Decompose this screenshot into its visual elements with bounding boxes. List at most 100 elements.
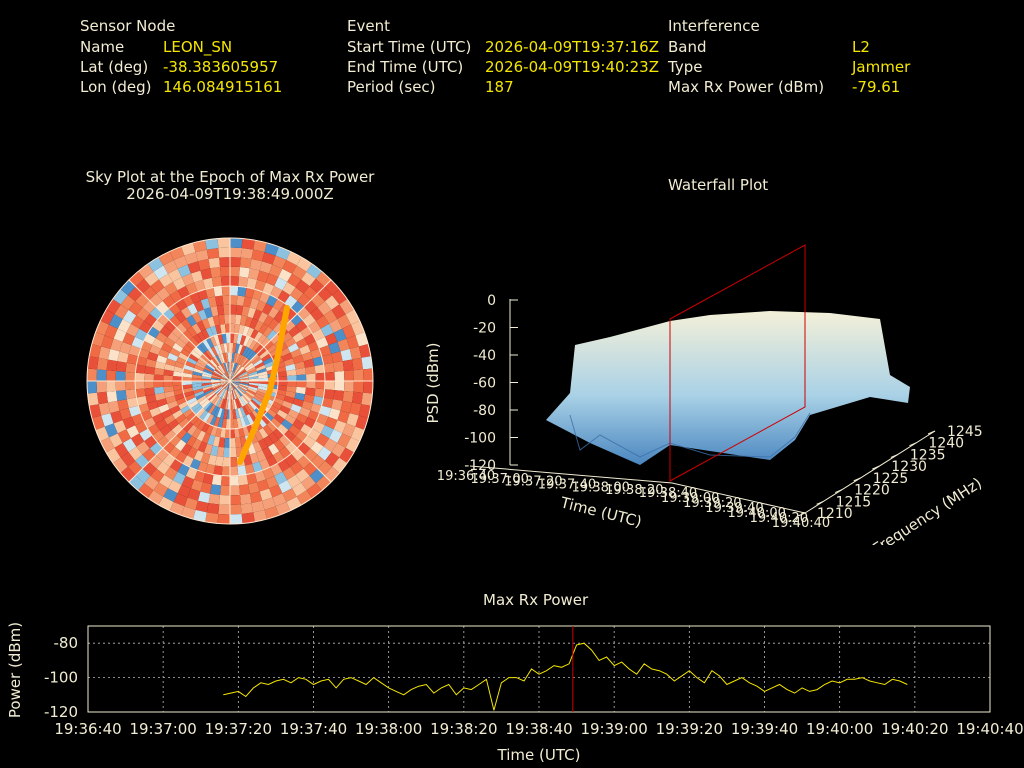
sky-cell: [352, 357, 363, 371]
sky-cell: [106, 359, 118, 371]
sky-cell: [194, 279, 206, 292]
sky-cell: [244, 362, 254, 371]
sky-cell: [109, 314, 123, 329]
sky-cell: [139, 320, 152, 334]
max-rx-series: [223, 642, 908, 711]
sky-cell: [258, 377, 269, 381]
sky-cell: [230, 457, 238, 467]
sky-cell: [353, 381, 364, 393]
sky-cell: [358, 404, 371, 418]
sky-cell: [226, 409, 230, 420]
max-rx-line: [223, 642, 908, 711]
sky-cell: [234, 398, 240, 409]
sky-cell: [239, 416, 247, 427]
name-value: LEON_SN: [163, 38, 233, 56]
sky-cell: [263, 315, 274, 327]
sky-cell: [219, 388, 226, 398]
sky-cell: [104, 423, 118, 438]
sky-cell: [173, 389, 184, 396]
sky-cell: [316, 336, 329, 349]
sky-cell: [239, 381, 249, 385]
sky-cell: [225, 323, 230, 334]
sky-plot-title: Sky Plot at the Epoch of Max Rx Power 20…: [60, 169, 400, 203]
sky-cell: [174, 393, 186, 401]
sky-cell: [209, 359, 218, 368]
sky-cell: [262, 303, 273, 315]
sky-cell: [248, 384, 259, 389]
sky-cell: [277, 381, 288, 386]
sky-cell: [110, 338, 123, 352]
sky-plot-title-line2: 2026-04-09T19:38:49.000Z: [126, 185, 334, 203]
sky-cell: [317, 301, 332, 316]
sky-cell: [301, 400, 313, 411]
sky-cell: [176, 397, 187, 406]
sky-cell: [243, 336, 251, 347]
sky-cell: [139, 428, 152, 442]
sky-cell: [294, 392, 306, 401]
sky-cell: [246, 327, 255, 338]
time-tick-label: 19:37:20: [504, 475, 562, 490]
sky-cell: [299, 407, 311, 418]
sky-cell: [220, 485, 230, 496]
sky-cell: [230, 504, 242, 515]
sky-cell: [262, 467, 275, 480]
sky-cell: [233, 352, 238, 363]
sky-cell: [234, 363, 240, 373]
sky-cell: [154, 367, 165, 376]
sky-cell: [325, 381, 335, 391]
sky-cell: [254, 361, 265, 369]
sky-cell: [236, 398, 243, 408]
sky-cell: [292, 419, 305, 431]
sky-cell: [240, 493, 252, 505]
sky-cell: [263, 357, 274, 365]
sky-cell: [233, 399, 238, 410]
sky-cell: [231, 390, 235, 400]
sky-cell: [213, 406, 221, 417]
max-rx-chart-title: Max Rx Power: [483, 591, 589, 609]
sky-cell: [205, 238, 219, 250]
sky-cell: [168, 480, 182, 494]
sky-cell: [254, 344, 264, 354]
sky-cell: [101, 413, 114, 427]
sky-cell: [263, 435, 274, 447]
sky-cell: [136, 441, 150, 455]
sky-cell: [114, 304, 129, 319]
sky-cell: [180, 348, 191, 358]
sky-cell: [257, 371, 268, 376]
sky-cell: [172, 381, 183, 386]
sky-cell: [262, 447, 273, 459]
sky-cell: [192, 374, 202, 379]
sky-cell: [230, 285, 239, 296]
sky-cell: [149, 306, 163, 320]
sky-cell: [199, 342, 209, 352]
sky-cell: [195, 361, 206, 369]
sky-cell: [120, 295, 136, 310]
sky-cell: [288, 424, 301, 437]
sky-cell: [220, 381, 230, 385]
x-tick-label: 19:38:40: [505, 720, 572, 738]
sky-cell: [144, 475, 159, 491]
y-tick-label: -120: [44, 703, 78, 721]
sky-cell: [230, 476, 240, 486]
sky-cell: [230, 381, 234, 391]
sky-cell: [288, 325, 301, 338]
sky-cell: [258, 311, 269, 324]
sky-cell: [245, 390, 255, 398]
sky-cell: [259, 261, 273, 274]
sky-cell: [270, 333, 282, 345]
sky-cell: [212, 385, 222, 391]
sky-cell: [138, 483, 154, 499]
sky-cell: [126, 397, 138, 409]
sky-cell: [230, 372, 234, 381]
sky-cell: [227, 352, 230, 362]
sky-cell: [230, 333, 235, 343]
sky-cell: [253, 359, 263, 367]
sky-cell: [171, 327, 183, 339]
sky-cell: [176, 322, 188, 334]
sky-cell: [164, 337, 176, 348]
psd-tick-label: -80: [473, 403, 496, 419]
sky-cell: [284, 454, 298, 467]
sky-cell: [363, 368, 373, 381]
sky-cell: [314, 364, 325, 374]
sky-cell: [342, 423, 356, 438]
